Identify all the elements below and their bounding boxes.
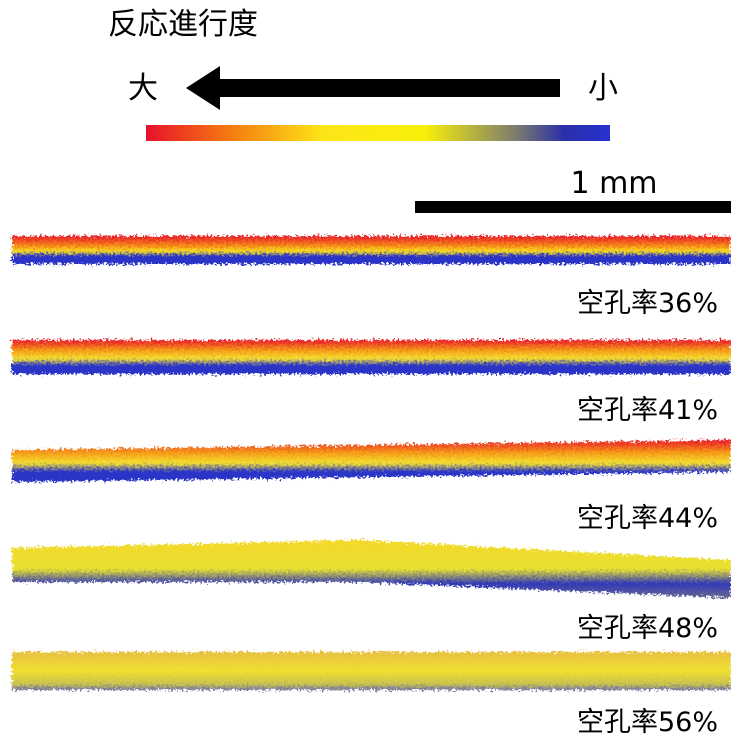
sample-label: 空孔率44% — [577, 503, 718, 534]
sample-label: 空孔率48% — [577, 613, 718, 644]
arrow-shaft — [215, 79, 560, 97]
legend-title: 反応進行度 — [108, 7, 258, 42]
sample-label: 空孔率41% — [577, 395, 718, 426]
figure: 反応進行度 大 小 1 mm 空孔率36% 空孔率41% 空孔率44% 空孔率4… — [0, 0, 731, 744]
arrow-head — [186, 66, 220, 110]
legend-high: 大 — [128, 71, 158, 106]
sample-strip — [12, 440, 731, 482]
sample-label: 空孔率56% — [577, 707, 718, 738]
scale-label: 1 mm — [570, 166, 657, 201]
sample-strip — [12, 540, 731, 598]
sample-strip — [12, 236, 731, 264]
scale-bar — [415, 201, 731, 213]
sample-label: 空孔率36% — [577, 288, 718, 319]
legend-low: 小 — [588, 71, 618, 106]
sample-strip — [12, 652, 731, 690]
sample-strip — [12, 340, 731, 374]
color-bar — [146, 125, 610, 141]
